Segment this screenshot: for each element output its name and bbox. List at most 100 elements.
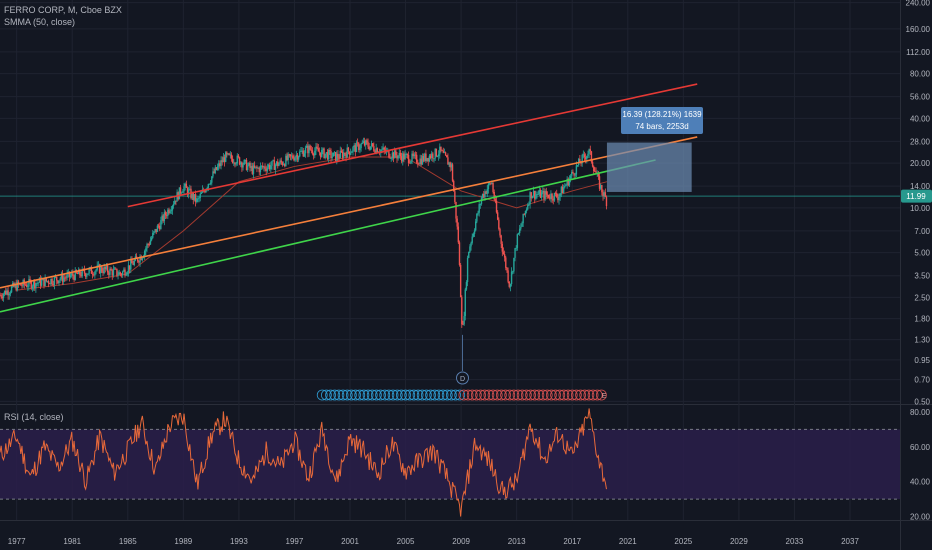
- candle-body: [472, 233, 475, 237]
- candle-body: [520, 226, 522, 229]
- candle-body: [309, 145, 311, 150]
- candle-body: [265, 169, 267, 171]
- candle-body: [37, 282, 39, 284]
- candle-body: [245, 159, 248, 171]
- candle-body: [356, 142, 359, 144]
- event-markers-layer: DE: [316, 334, 607, 401]
- candle-body: [397, 155, 399, 159]
- candle-body: [275, 161, 278, 165]
- candle-body: [95, 269, 97, 272]
- candle-body: [319, 152, 322, 157]
- measure-range-box: [606, 142, 692, 192]
- candle-body: [361, 142, 363, 144]
- candle-body: [599, 185, 602, 189]
- candle-body: [501, 243, 504, 252]
- rsi-legend: RSI (14, close): [4, 411, 64, 423]
- candle-body: [219, 163, 221, 167]
- event-marker: [512, 389, 524, 401]
- candle-body: [441, 150, 443, 152]
- candle-body: [516, 234, 519, 248]
- candle-body: [0, 294, 1, 296]
- candle-body: [376, 148, 379, 153]
- candle-body: [404, 154, 406, 160]
- event-marker: [525, 389, 536, 401]
- candle-body: [268, 164, 271, 170]
- candle-body: [336, 153, 338, 162]
- candle-body: [191, 193, 193, 199]
- candle-body: [558, 196, 560, 201]
- candle-body: [594, 171, 596, 173]
- candle-body: [221, 160, 223, 163]
- chart-legend: FERRO CORP, M, Cboe BZX SMMA (50, close): [4, 4, 122, 28]
- candle-body: [505, 257, 507, 268]
- candle-body: [549, 197, 551, 199]
- candle-body: [198, 197, 200, 199]
- candle-body: [111, 270, 113, 276]
- candle-body: [604, 192, 607, 197]
- event-marker: [508, 389, 520, 401]
- candle-body: [393, 150, 396, 159]
- measure-text-line2: 74 bars, 2253d: [635, 122, 688, 131]
- candle-body: [523, 213, 526, 215]
- event-marker: [416, 389, 428, 401]
- axis-layer: 240.00 160.00 112.00 80.00 56.00 40.00 28.00 20…: [8, 0, 931, 546]
- candle-body: [277, 161, 279, 167]
- candle-body: [147, 244, 149, 245]
- candle-body: [9, 292, 12, 294]
- measure-tool-layer[interactable]: 16.39 (128.21%) 1639 74 bars, 2253d: [606, 107, 703, 192]
- candle-body: [0, 294, 2, 297]
- price-tick-label: 2.50: [914, 293, 930, 302]
- measure-text-line1: 16.39 (128.21%) 1639: [622, 110, 702, 119]
- candle-body: [576, 165, 579, 166]
- candle-body: [140, 256, 142, 261]
- event-marker: [562, 389, 574, 401]
- time-tick-label: 1985: [119, 537, 137, 546]
- candle-body: [312, 153, 315, 156]
- price-tick-label: 3.50: [914, 272, 930, 281]
- candle-body: [112, 269, 115, 276]
- candle-body: [330, 151, 332, 159]
- candle-body: [32, 280, 35, 287]
- candle-body: [60, 273, 63, 279]
- candle-body: [447, 157, 449, 165]
- price-tick-label: 240.00: [906, 0, 931, 8]
- candle-body: [307, 145, 309, 154]
- candle-body: [259, 165, 262, 173]
- symbol-title: FERRO CORP, M, Cboe BZX: [4, 5, 122, 15]
- candle-body: [478, 204, 480, 213]
- candle-body: [153, 231, 155, 233]
- candle-body: [27, 286, 29, 288]
- candle-body: [93, 274, 95, 276]
- candle-body: [164, 212, 167, 216]
- candle-body: [492, 182, 494, 192]
- event-marker: [362, 389, 374, 401]
- candle-body: [226, 152, 228, 155]
- price-tag: 11.99: [901, 189, 932, 203]
- candle-body: [133, 260, 135, 265]
- candle-body: [499, 228, 501, 236]
- trendlines-layer[interactable]: [0, 83, 698, 313]
- candle-body: [603, 192, 605, 197]
- candle-body: [524, 210, 527, 215]
- dividend-marker-circle: [456, 371, 469, 385]
- candle-body: [468, 251, 470, 258]
- candle-body: [359, 148, 361, 150]
- event-marker: [587, 389, 599, 401]
- candle-body: [365, 140, 367, 146]
- candle-body: [281, 162, 284, 165]
- candle-body: [154, 229, 156, 232]
- candle-body: [301, 150, 303, 152]
- candle-body: [454, 191, 456, 202]
- candle-body: [381, 149, 383, 151]
- candle-body: [340, 150, 343, 152]
- candle-body: [49, 283, 51, 285]
- candle-body: [551, 193, 553, 200]
- candle-body: [547, 194, 550, 198]
- candle-body: [211, 176, 213, 183]
- price-tick-label: 5.00: [914, 249, 930, 258]
- candle-body: [137, 257, 139, 262]
- candle-body: [208, 183, 211, 185]
- candle-body: [557, 197, 559, 201]
- candle-body: [510, 271, 513, 285]
